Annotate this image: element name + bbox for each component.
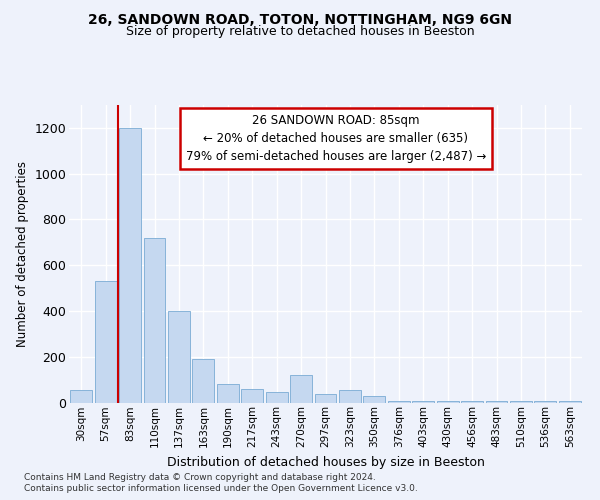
Y-axis label: Number of detached properties: Number of detached properties [16, 161, 29, 347]
Bar [193, 359, 214, 403]
Bar [241, 389, 263, 402]
Text: 26, SANDOWN ROAD, TOTON, NOTTINGHAM, NG9 6GN: 26, SANDOWN ROAD, TOTON, NOTTINGHAM, NG9… [88, 12, 512, 26]
Bar [339, 390, 361, 402]
Bar [95, 281, 116, 402]
Text: Size of property relative to detached houses in Beeston: Size of property relative to detached ho… [125, 25, 475, 38]
Bar [266, 392, 287, 402]
Bar [217, 384, 239, 402]
Bar [70, 390, 92, 402]
Text: Contains HM Land Registry data © Crown copyright and database right 2024.: Contains HM Land Registry data © Crown c… [24, 472, 376, 482]
Text: 26 SANDOWN ROAD: 85sqm
← 20% of detached houses are smaller (635)
79% of semi-de: 26 SANDOWN ROAD: 85sqm ← 20% of detached… [185, 114, 486, 163]
Bar [119, 128, 141, 402]
Bar [168, 311, 190, 402]
Bar [290, 375, 312, 402]
Bar [143, 238, 166, 402]
Text: Contains public sector information licensed under the Open Government Licence v3: Contains public sector information licen… [24, 484, 418, 493]
X-axis label: Distribution of detached houses by size in Beeston: Distribution of detached houses by size … [167, 456, 484, 468]
Bar [364, 396, 385, 402]
Bar [314, 394, 337, 402]
